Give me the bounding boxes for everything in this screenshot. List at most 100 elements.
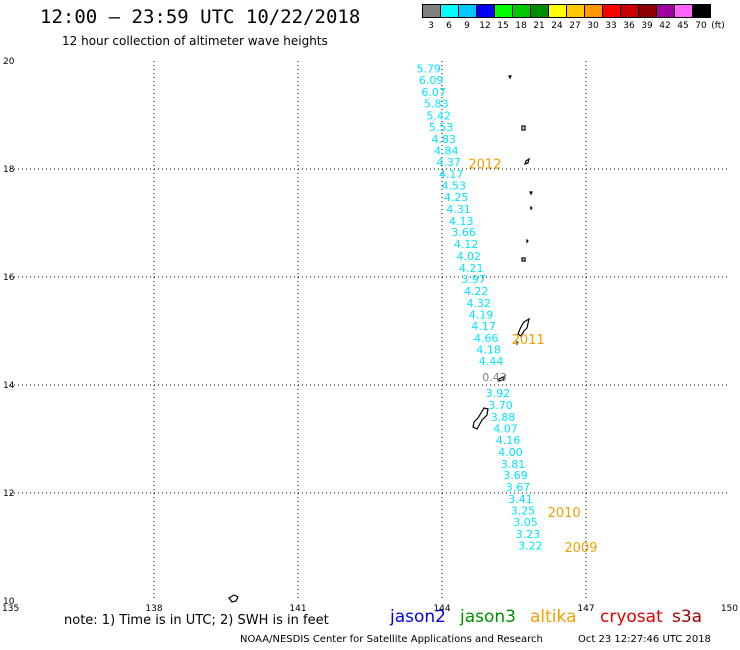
wave-height-label: 3.69	[503, 469, 528, 482]
wave-height-label: 4.31	[446, 203, 471, 216]
wave-height-label: 3.81	[501, 458, 526, 471]
wave-height-label: 4.16	[496, 434, 521, 447]
island-outline	[472, 407, 489, 430]
lat-tick-label: 14	[3, 381, 15, 391]
wave-height-label: 5.53	[429, 121, 454, 134]
year-label: 2012	[468, 158, 501, 173]
island-outline	[516, 340, 519, 346]
legend-swatch	[692, 4, 711, 18]
lon-tick-label: 144	[433, 604, 450, 614]
credit-line: NOAA/NESDIS Center for Satellite Applica…	[240, 634, 543, 645]
wave-height-label: 4.66	[474, 332, 499, 345]
legend-label: 24	[551, 21, 563, 31]
island-outline	[524, 157, 530, 165]
island-outline	[228, 594, 239, 603]
island-outline	[521, 257, 526, 262]
wave-height-label: 4.32	[466, 297, 491, 310]
wave-height-label: 3.25	[511, 504, 536, 517]
legend-label: 6	[446, 21, 452, 31]
island-outline	[517, 317, 530, 337]
legend-label: 12	[479, 21, 491, 31]
island-outline	[526, 238, 529, 244]
lon-tick-label: 135	[2, 604, 19, 614]
wave-height-label: 5.83	[424, 98, 449, 111]
wave-height-label: 6.07	[421, 86, 446, 99]
legend-label: 15	[497, 21, 509, 31]
lat-lon-grid	[10, 61, 730, 601]
legend-label: 33	[605, 21, 617, 31]
wave-height-label: 4.17	[439, 168, 464, 181]
wave-height-label: 4.44	[479, 355, 504, 368]
satellite-name: altika	[530, 607, 577, 627]
wave-height-label: 4.21	[459, 262, 484, 275]
wave-height-label: 4.00	[498, 446, 523, 459]
wave-height-label: 3.88	[491, 411, 516, 424]
wave-height-label: 4.22	[464, 285, 489, 298]
island-outline	[521, 125, 526, 131]
legend-label: 42	[659, 21, 671, 31]
wave-height-label: 0.43	[482, 371, 507, 384]
lon-tick-label: 150	[721, 604, 738, 614]
island-outline	[498, 374, 507, 382]
wave-height-label: 3.67	[506, 481, 531, 494]
wave-height-label: 3.23	[516, 528, 541, 541]
wave-height-label: 3.70	[488, 399, 513, 412]
year-label: 2010	[548, 506, 581, 521]
lat-tick-label: 16	[3, 273, 15, 283]
altimeter-track-labels: 5.796.096.075.835.425.534.834.844.374.17…	[416, 63, 542, 553]
page-title: 12:00 – 23:59 UTC 10/22/2018	[40, 6, 361, 28]
lon-tick-label: 147	[577, 604, 594, 614]
wave-height-label: 3.97	[461, 273, 486, 286]
wave-height-label: 4.18	[476, 343, 501, 356]
legend-label: 9	[464, 21, 470, 31]
wave-height-label: 4.12	[454, 238, 479, 251]
wave-height-label: 4.83	[431, 133, 456, 146]
legend-label: 70	[695, 21, 707, 31]
wave-height-label: 3.66	[451, 226, 476, 239]
legend-label: 36	[623, 21, 635, 31]
wave-height-label: 4.37	[436, 156, 461, 169]
wave-height-label: 3.05	[513, 516, 538, 529]
legend-label: 27	[569, 21, 581, 31]
island-outlines	[228, 75, 533, 603]
island-outline	[530, 205, 533, 211]
legend-label: 3	[428, 21, 434, 31]
wave-height-label: 4.07	[493, 423, 518, 436]
timestamp: Oct 23 12:27:46 UTC 2018	[578, 634, 711, 645]
wave-height-label: 3.41	[508, 493, 533, 506]
island-outline	[508, 75, 512, 80]
island-outline	[529, 191, 533, 196]
wave-height-label: 3.22	[518, 539, 543, 552]
page-subtitle: 12 hour collection of altimeter wave hei…	[62, 34, 328, 48]
legend-unit: (ft)	[711, 21, 725, 31]
lat-tick-label: 20	[3, 57, 15, 67]
satellite-name: s3a	[672, 607, 703, 627]
lat-tick-label: 12	[3, 489, 14, 499]
axis-tick-labels: 135 138 141 144 147 150 10 12 14 16 18 20	[2, 57, 738, 614]
wave-height-label: 5.79	[416, 63, 441, 76]
satellite-name: jason3	[460, 607, 516, 627]
wave-height-label: 6.09	[419, 74, 444, 87]
year-label: 2011	[512, 333, 545, 348]
wave-height-label: 3.92	[486, 387, 511, 400]
wave-height-label: 4.53	[441, 180, 466, 193]
year-label: 2009	[564, 541, 597, 556]
footer-note: note: 1) Time is in UTC; 2) SWH is in fe…	[64, 613, 329, 628]
wave-height-label: 4.02	[456, 250, 481, 263]
wave-height-label: 4.19	[469, 308, 494, 321]
lon-tick-label: 141	[289, 604, 306, 614]
wave-height-label: 4.17	[471, 320, 496, 333]
lat-tick-label: 18	[3, 165, 15, 175]
satellite-name: jason2	[390, 607, 446, 627]
lon-tick-label: 138	[145, 604, 162, 614]
legend-label: 45	[677, 21, 689, 31]
year-labels: 2012 2011 2010 2009	[468, 158, 597, 556]
wave-height-label: 4.13	[449, 215, 474, 228]
legend-label: 18	[515, 21, 527, 31]
satellite-name: cryosat	[600, 607, 663, 627]
wave-height-label: 5.42	[427, 110, 452, 123]
wave-height-label: 4.25	[444, 191, 469, 204]
legend-label: 21	[533, 21, 545, 31]
lat-tick-label: 10	[3, 597, 15, 607]
legend-label: 39	[641, 21, 653, 31]
